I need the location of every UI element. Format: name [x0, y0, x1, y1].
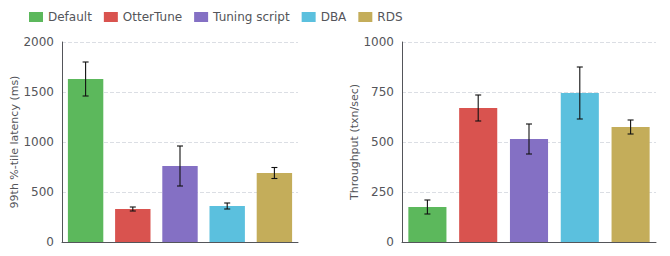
- svg-text:1000: 1000: [363, 35, 394, 49]
- svg-text:DBA: DBA: [321, 10, 347, 24]
- svg-text:1000: 1000: [23, 135, 54, 149]
- svg-text:0: 0: [46, 235, 54, 249]
- svg-text:500: 500: [371, 135, 394, 149]
- svg-text:Throughput (txn/sec): Throughput (txn/sec): [348, 84, 361, 201]
- svg-text:2000: 2000: [23, 35, 54, 49]
- svg-text:Tuning script: Tuning script: [212, 10, 290, 24]
- svg-text:99th %-tile latency (ms): 99th %-tile latency (ms): [8, 76, 21, 209]
- svg-text:0: 0: [386, 235, 394, 249]
- svg-text:RDS: RDS: [377, 10, 402, 24]
- svg-text:250: 250: [371, 185, 394, 199]
- svg-text:500: 500: [31, 185, 54, 199]
- svg-text:OtterTune: OtterTune: [123, 10, 182, 24]
- svg-text:1500: 1500: [23, 85, 54, 99]
- svg-text:750: 750: [371, 85, 394, 99]
- svg-text:Default: Default: [48, 10, 92, 24]
